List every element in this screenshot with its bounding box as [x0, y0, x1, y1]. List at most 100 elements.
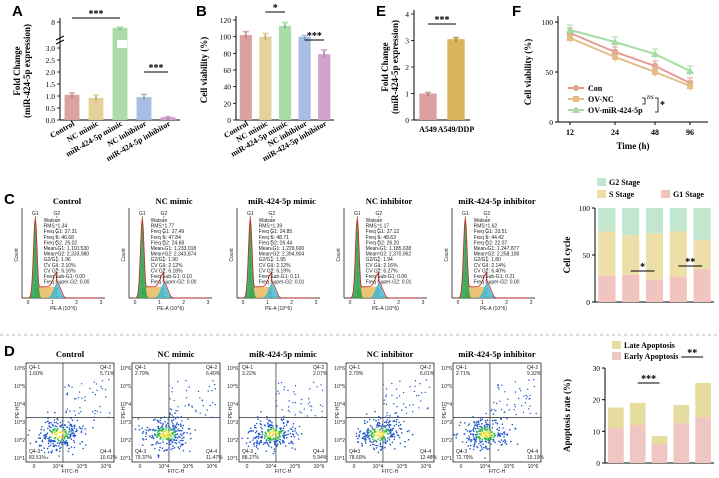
- event-dot: [257, 437, 260, 440]
- event-dot: [267, 437, 270, 440]
- event-dot: [179, 429, 182, 432]
- event-dot: [93, 416, 96, 418]
- event-dot: [260, 431, 263, 433]
- event-dot: [456, 433, 459, 435]
- event-dot: [470, 440, 472, 443]
- event-dot: [504, 441, 507, 444]
- event-dot: [180, 443, 182, 445]
- stacked-bar-segment: [645, 208, 664, 234]
- stat-line: Watson: [366, 218, 383, 224]
- quadrant-label: Q4-2: [420, 365, 431, 371]
- stat-line: Freq G1: 27.31: [44, 229, 78, 235]
- event-dot: [56, 417, 58, 420]
- event-dot: [487, 439, 489, 441]
- y-tick-label: 0: [405, 116, 409, 125]
- event-dot: [378, 424, 381, 427]
- event-dot: [365, 413, 368, 415]
- event-dot: [401, 409, 403, 411]
- event-dot: [376, 424, 379, 426]
- y-tick-label: 10^3: [227, 420, 238, 426]
- event-dot: [71, 453, 74, 456]
- event-dot: [386, 424, 389, 426]
- y-tick-label: 10^2: [334, 438, 345, 444]
- y-axis-label: Apoptosis rate (%): [562, 379, 572, 452]
- event-dot: [357, 441, 360, 444]
- event-dot: [100, 385, 102, 388]
- stat-line: Mean G1: 1,233,018: [151, 246, 197, 252]
- event-dot: [474, 424, 477, 427]
- stacked-bar-segment: [608, 407, 624, 429]
- g2-label: G2: [161, 211, 168, 217]
- event-dot: [529, 405, 531, 407]
- event-dot: [48, 425, 50, 427]
- event-dot: [71, 419, 74, 422]
- event-dot: [394, 448, 396, 450]
- event-dot: [57, 438, 59, 441]
- event-dot: [68, 431, 70, 433]
- y-tick-label: 10^4: [120, 402, 131, 408]
- event-dot: [396, 434, 399, 436]
- event-dot: [480, 446, 483, 448]
- event-dot: [253, 442, 256, 444]
- event-dot: [52, 440, 55, 442]
- event-dot: [472, 429, 474, 431]
- event-dot: [170, 429, 172, 431]
- g1-phase-area: [133, 218, 208, 298]
- event-dot: [181, 434, 183, 437]
- event-dot: [486, 423, 488, 426]
- event-dot: [159, 419, 161, 422]
- event-dot: [370, 429, 372, 432]
- event-dot: [62, 432, 64, 435]
- y-tick-label: 10^5: [120, 384, 131, 390]
- event-dot: [504, 440, 507, 443]
- event-dot: [204, 414, 207, 416]
- event-dot: [479, 425, 482, 428]
- event-dot: [481, 429, 483, 431]
- event-dot: [472, 435, 475, 437]
- event-dot: [516, 443, 519, 446]
- event-dot: [474, 433, 477, 436]
- quadrant-value: 1.60%: [29, 371, 44, 377]
- event-dot: [185, 397, 188, 399]
- event-dot: [171, 421, 173, 423]
- x-tick-label: 2: [505, 300, 508, 306]
- legend-swatch: [661, 190, 670, 198]
- event-dot: [426, 408, 428, 410]
- event-dot: [283, 386, 286, 388]
- event-dot: [144, 435, 147, 438]
- event-dot: [407, 438, 410, 441]
- s-phase-area: [456, 286, 531, 298]
- g1-phase-area: [456, 218, 531, 298]
- event-dot: [497, 449, 500, 451]
- event-dot: [171, 441, 174, 444]
- event-dot: [279, 430, 282, 433]
- event-dot: [188, 386, 190, 388]
- event-dot: [63, 424, 66, 426]
- event-dot: [284, 445, 287, 447]
- event-dot: [67, 434, 69, 436]
- event-dot: [479, 433, 481, 435]
- event-dot: [209, 404, 212, 407]
- event-dot: [179, 445, 182, 448]
- event-dot: [358, 435, 361, 438]
- plot-frame: [25, 362, 115, 463]
- y-axis-label: Count: [121, 248, 127, 262]
- event-dot: [503, 439, 506, 441]
- quadrant-value: 3.22%: [242, 371, 257, 377]
- y-tick-label: 10^6: [120, 366, 131, 372]
- event-dot: [468, 437, 471, 439]
- event-dot: [374, 428, 376, 431]
- event-dot: [147, 429, 150, 432]
- event-dot: [145, 429, 147, 431]
- event-dot: [289, 428, 292, 430]
- event-dot: [79, 427, 82, 430]
- stat-line: Freq G1: 27.12: [366, 229, 400, 235]
- x-axis-label: PE-A (10^6): [372, 306, 399, 312]
- event-dot: [392, 427, 395, 430]
- event-dot: [214, 388, 217, 390]
- y-axis-label: Cell viability (%): [523, 39, 533, 106]
- event-dot: [490, 431, 493, 434]
- event-dot: [381, 445, 383, 448]
- event-dot: [70, 429, 72, 432]
- s-phase-area: [241, 286, 316, 298]
